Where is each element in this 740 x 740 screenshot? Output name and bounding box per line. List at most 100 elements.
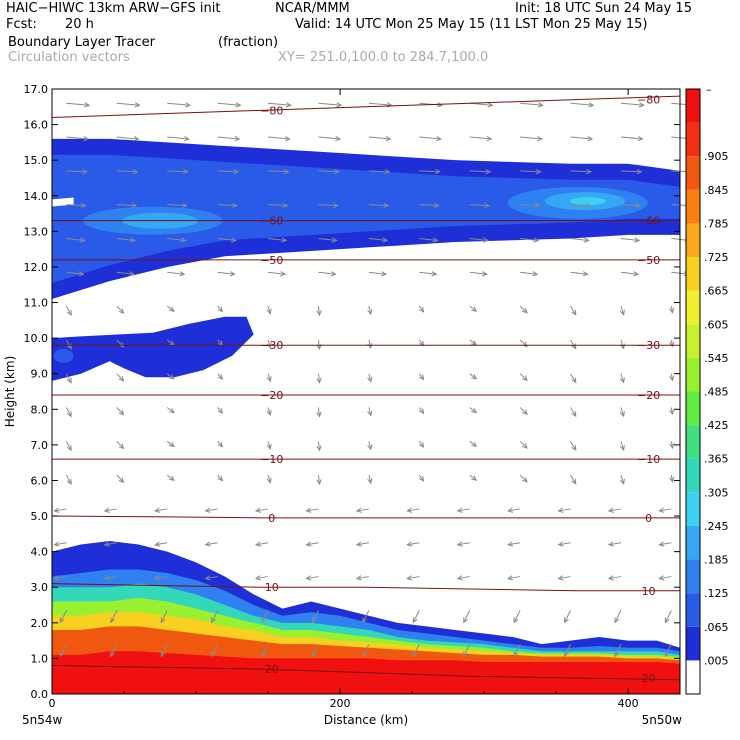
contour-label-5-1: −30 bbox=[637, 339, 660, 352]
colorbar-swatch-0 bbox=[686, 660, 700, 694]
vector-arrow-208 bbox=[59, 643, 67, 658]
vector-arrow-60 bbox=[469, 237, 490, 243]
model-title: HAIC−HIWC 13km ARW−GFS init bbox=[6, 1, 221, 16]
y-tick-label-16: 16.0 bbox=[24, 119, 49, 132]
vector-arrow-18 bbox=[318, 136, 342, 142]
vector-arrow-58 bbox=[368, 237, 389, 243]
colorbar-label-10: .605 bbox=[704, 318, 729, 331]
vector-arrow-92 bbox=[116, 339, 125, 348]
vector-arrow-121 bbox=[266, 407, 272, 417]
colorbar-swatch-5 bbox=[686, 492, 700, 526]
vector-arrow-220 bbox=[664, 643, 672, 658]
vector-arrow-30 bbox=[268, 169, 290, 175]
vector-arrow-114 bbox=[570, 373, 577, 384]
vector-arrow-174 bbox=[305, 541, 319, 547]
y-tick-label-17: 17.0 bbox=[24, 83, 49, 96]
vector-arrow-116 bbox=[669, 373, 675, 382]
vector-arrow-141 bbox=[619, 441, 625, 452]
colorbar-swatch-3 bbox=[686, 559, 700, 594]
vector-arrow-117 bbox=[65, 407, 72, 418]
vector-arrow-37 bbox=[620, 169, 643, 175]
contour-line-8 bbox=[51, 95, 681, 118]
vector-arrow-86 bbox=[469, 305, 478, 312]
vector-arrow-29 bbox=[217, 169, 240, 175]
vectors-label: Circulation vectors bbox=[8, 50, 130, 65]
colorbar-swatch-9 bbox=[686, 357, 700, 392]
vector-arrow-191 bbox=[506, 575, 521, 581]
contour-label-6-0: −50 bbox=[260, 254, 283, 267]
colorbar-swatch-1 bbox=[686, 626, 700, 661]
colorbar-label-7: .425 bbox=[704, 419, 729, 432]
vector-arrow-81 bbox=[217, 305, 224, 313]
vector-arrow-9 bbox=[520, 102, 544, 108]
vector-arrow-155 bbox=[669, 475, 675, 483]
colorbar-label-12: .725 bbox=[704, 251, 729, 264]
colorbar-label-6: .365 bbox=[704, 453, 729, 466]
y-tick-label-14: 14.0 bbox=[24, 190, 49, 203]
colorbar-label-1: .065 bbox=[704, 621, 729, 634]
vector-arrow-209 bbox=[110, 643, 118, 658]
vector-arrow-4 bbox=[268, 102, 292, 108]
colorbar-swatch-15 bbox=[686, 156, 700, 190]
vector-arrow-110 bbox=[367, 373, 373, 383]
vector-arrow-150 bbox=[418, 474, 425, 482]
vector-arrow-128 bbox=[619, 407, 625, 418]
vector-arrow-83 bbox=[316, 306, 322, 317]
vector-arrow-71 bbox=[368, 271, 388, 277]
vector-arrow-26 bbox=[66, 169, 88, 175]
vector-arrow-192 bbox=[557, 575, 571, 581]
vector-arrow-108 bbox=[266, 373, 272, 383]
xy-label: XY= 251.0,100.0 to 284.7,100.0 bbox=[278, 50, 489, 65]
vector-arrow-152 bbox=[519, 474, 528, 483]
vector-arrow-143 bbox=[65, 474, 72, 486]
vector-arrow-157 bbox=[103, 507, 117, 513]
vector-arrow-214 bbox=[362, 643, 370, 658]
vector-arrow-109 bbox=[316, 373, 322, 384]
vector-arrow-55 bbox=[217, 237, 237, 243]
vector-arrow-67 bbox=[167, 271, 186, 277]
vector-arrow-145 bbox=[166, 474, 175, 482]
vector-arrow-22 bbox=[520, 136, 543, 142]
vector-arrow-89 bbox=[619, 305, 625, 316]
y-tick-label-10: 10.0 bbox=[24, 332, 49, 345]
vector-arrow-215 bbox=[412, 643, 420, 658]
vector-arrow-1 bbox=[116, 102, 141, 108]
vector-arrow-56 bbox=[268, 237, 288, 243]
vector-arrow-11 bbox=[620, 102, 645, 108]
vector-arrow-197 bbox=[160, 610, 168, 624]
contour-label-3-0: −10 bbox=[260, 453, 283, 466]
colorbar-label-3: .185 bbox=[704, 554, 729, 567]
vector-arrow-61 bbox=[520, 237, 540, 243]
vector-arrow-181 bbox=[658, 541, 672, 547]
colorbar-swatch-4 bbox=[686, 525, 700, 560]
vector-arrow-158 bbox=[154, 507, 168, 513]
vector-arrow-203 bbox=[463, 610, 471, 624]
y-tick-label-15: 15.0 bbox=[24, 154, 49, 167]
vector-arrow-205 bbox=[564, 610, 571, 624]
vector-arrow-80 bbox=[166, 305, 175, 313]
vector-arrow-132 bbox=[166, 440, 175, 448]
vector-arrow-119 bbox=[166, 407, 175, 414]
vector-arrow-173 bbox=[254, 541, 269, 547]
vector-arrow-185 bbox=[204, 575, 218, 581]
vector-arrow-211 bbox=[211, 643, 219, 658]
vector-arrow-139 bbox=[519, 440, 528, 449]
contour-label-2-0: 0 bbox=[268, 512, 275, 525]
x-right-end-label: 5n50w bbox=[642, 713, 683, 727]
vector-arrow-31 bbox=[318, 169, 341, 175]
vector-arrow-104 bbox=[65, 373, 72, 384]
contour-line-1 bbox=[51, 583, 680, 592]
y-tick-label-12: 12.0 bbox=[24, 261, 49, 274]
vector-arrow-107 bbox=[217, 373, 224, 381]
contour-label-0-0: 20 bbox=[265, 663, 279, 676]
vector-arrow-156 bbox=[53, 507, 67, 513]
y-tick-label-5: 5.0 bbox=[31, 510, 49, 523]
vector-arrow-149 bbox=[367, 475, 373, 485]
vector-arrow-201 bbox=[362, 610, 370, 624]
colorbar-swatch-17 bbox=[686, 89, 700, 123]
contour-label-6-1: −50 bbox=[637, 254, 660, 267]
vector-arrow-23 bbox=[570, 136, 594, 142]
vector-arrow-190 bbox=[456, 575, 470, 581]
vector-arrow-153 bbox=[570, 474, 577, 485]
